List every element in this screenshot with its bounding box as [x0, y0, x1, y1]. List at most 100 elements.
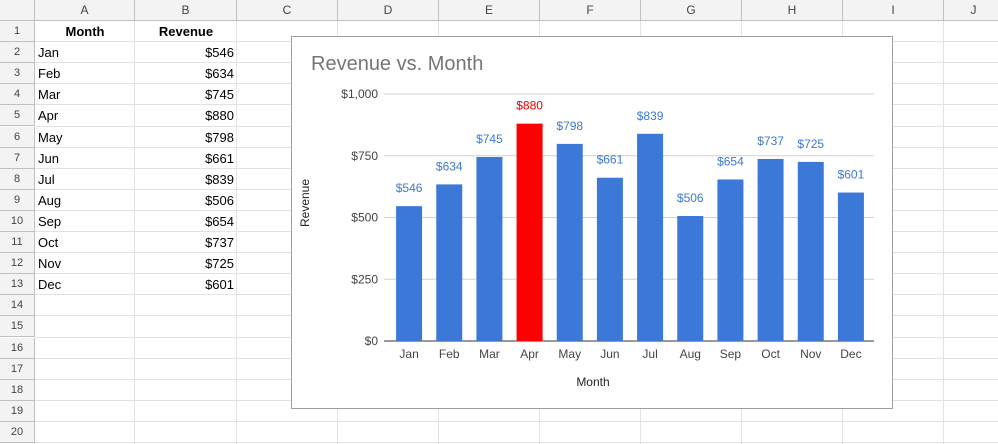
embedded-chart[interactable]: Revenue vs. Month Revenue Month $0 $250 $5…	[291, 36, 893, 409]
row-header-11[interactable]: 11	[0, 232, 35, 254]
row-header-5[interactable]: 5	[0, 105, 35, 127]
revenue-cell[interactable]: $661	[205, 150, 234, 166]
row-header-6[interactable]: 6	[0, 126, 35, 148]
x-tick-label: Jan	[399, 347, 418, 361]
y-tick-label: $250	[351, 272, 378, 286]
x-tick-label: Mar	[479, 347, 500, 361]
data-label: $725	[797, 137, 824, 151]
row-header-9[interactable]: 9	[0, 189, 35, 211]
row-header-17[interactable]: 17	[0, 358, 35, 380]
data-label: $745	[476, 132, 503, 146]
revenue-cell[interactable]: $725	[205, 256, 234, 272]
header-cell-month[interactable]: Month	[65, 24, 105, 39]
row-gridline	[35, 442, 998, 443]
x-tick-label: Feb	[439, 347, 460, 361]
row-header-20[interactable]: 20	[0, 421, 35, 443]
month-cell[interactable]: Jul	[38, 171, 55, 187]
column-gridline	[134, 21, 135, 444]
row-header-10[interactable]: 10	[0, 210, 35, 232]
x-tick-label: Jul	[642, 347, 657, 361]
revenue-cell[interactable]: $654	[205, 213, 234, 229]
x-tick-label: Nov	[800, 347, 821, 361]
revenue-cell[interactable]: $506	[205, 192, 234, 208]
month-cell[interactable]: May	[38, 129, 63, 145]
bar-sep	[717, 179, 744, 341]
y-tick-label: $1,000	[341, 87, 378, 101]
select-all-corner[interactable]	[0, 0, 35, 21]
bar-may	[556, 143, 583, 341]
row-header-19[interactable]: 19	[0, 400, 35, 422]
row-header-14[interactable]: 14	[0, 295, 35, 317]
row-header-12[interactable]: 12	[0, 253, 35, 275]
x-tick-label: Jun	[600, 347, 619, 361]
data-label: $880	[516, 99, 543, 113]
row-header-16[interactable]: 16	[0, 337, 35, 359]
data-label: $546	[396, 181, 423, 195]
revenue-cell[interactable]: $880	[205, 108, 234, 124]
bar-dec	[837, 192, 864, 341]
bar-chart-plot: $0 $250 $500 $750 $1,000 $546 Jan $634 Feb $745 Ma…	[341, 87, 874, 361]
month-cell[interactable]: Jun	[38, 150, 59, 166]
column-header-j[interactable]: J	[944, 0, 998, 21]
y-tick-label: $0	[365, 334, 379, 348]
row-header-18[interactable]: 18	[0, 379, 35, 401]
x-tick-label: Oct	[761, 347, 780, 361]
column-header-f[interactable]: F	[540, 0, 641, 21]
data-label: $661	[597, 153, 624, 167]
row-header-2[interactable]: 2	[0, 42, 35, 64]
data-label: $839	[637, 109, 664, 123]
revenue-cell[interactable]: $839	[205, 171, 234, 187]
month-cell[interactable]: Jan	[38, 45, 59, 61]
bar-jun	[596, 177, 623, 341]
row-header-3[interactable]: 3	[0, 63, 35, 85]
month-cell[interactable]: Dec	[38, 277, 62, 293]
y-tick-label: $750	[351, 149, 378, 163]
x-tick-label: Dec	[840, 347, 861, 361]
revenue-cell[interactable]: $634	[205, 66, 234, 82]
month-cell[interactable]: Sep	[38, 213, 62, 229]
data-label: $654	[717, 154, 744, 168]
bar-oct	[757, 158, 784, 341]
bar-jan	[396, 206, 423, 341]
column-header-i[interactable]: I	[843, 0, 944, 21]
row-header-4[interactable]: 4	[0, 84, 35, 106]
column-header-d[interactable]: D	[338, 0, 439, 21]
column-header-h[interactable]: H	[742, 0, 843, 21]
x-tick-label: May	[558, 347, 581, 361]
row-header-13[interactable]: 13	[0, 274, 35, 296]
bar-mar	[476, 156, 503, 341]
column-header-c[interactable]: C	[237, 0, 338, 21]
data-label: $601	[838, 168, 865, 182]
revenue-cell[interactable]: $745	[205, 87, 234, 103]
row-header-1[interactable]: 1	[0, 21, 35, 43]
revenue-cell[interactable]: $601	[205, 277, 234, 293]
y-tick-label: $500	[351, 211, 378, 225]
bar-aug	[677, 216, 704, 341]
data-label: $737	[757, 134, 784, 148]
x-tick-label: Aug	[680, 347, 701, 361]
column-header-e[interactable]: E	[439, 0, 540, 21]
row-header-8[interactable]: 8	[0, 168, 35, 190]
column-header-g[interactable]: G	[641, 0, 742, 21]
column-header-a[interactable]: A	[35, 0, 135, 21]
revenue-cell[interactable]: $798	[205, 129, 234, 145]
column-header-b[interactable]: B	[135, 0, 237, 21]
bar-apr	[516, 123, 543, 341]
revenue-cell[interactable]: $737	[205, 235, 234, 250]
month-cell[interactable]: Oct	[38, 235, 59, 250]
bar-nov	[797, 161, 824, 341]
month-cell[interactable]: Feb	[38, 66, 61, 82]
data-label: $634	[436, 159, 463, 173]
row-gridline	[35, 420, 998, 422]
chart-title: Revenue vs. Month	[311, 53, 484, 75]
row-header-7[interactable]: 7	[0, 147, 35, 169]
month-cell[interactable]: Aug	[38, 192, 62, 208]
month-cell[interactable]: Mar	[38, 87, 61, 103]
header-cell-revenue[interactable]: Revenue	[158, 24, 214, 39]
x-tick-label: Sep	[720, 347, 742, 361]
row-header-15[interactable]: 15	[0, 316, 35, 338]
month-cell[interactable]: Nov	[38, 256, 62, 272]
month-cell[interactable]: Apr	[38, 108, 59, 124]
revenue-cell[interactable]: $546	[205, 45, 234, 61]
